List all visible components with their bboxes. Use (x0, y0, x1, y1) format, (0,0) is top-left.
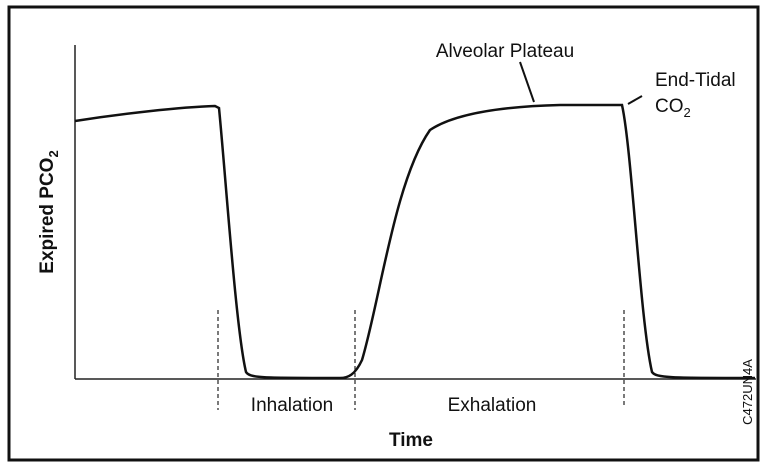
figure-id: C472UN4A (740, 359, 755, 425)
subscript: 2 (46, 150, 61, 157)
phase-label: Exhalation (448, 395, 537, 416)
x-axis-label: Time (389, 430, 433, 451)
leader-line (519, 61, 535, 103)
subscript: 2 (684, 105, 691, 120)
y-axis-label: Expired PCO2 (37, 150, 61, 273)
annotation-text: CO (655, 96, 684, 117)
capnogram-curve (74, 103, 756, 380)
axis-label-text: Expired PCO (37, 158, 58, 274)
leader-line (627, 95, 643, 105)
frame (7, 5, 760, 462)
phase-label: Inhalation (251, 395, 333, 416)
annotation: CO2 (655, 96, 691, 120)
annotation: Alveolar Plateau (436, 41, 574, 62)
annotation: End-Tidal (655, 70, 736, 91)
